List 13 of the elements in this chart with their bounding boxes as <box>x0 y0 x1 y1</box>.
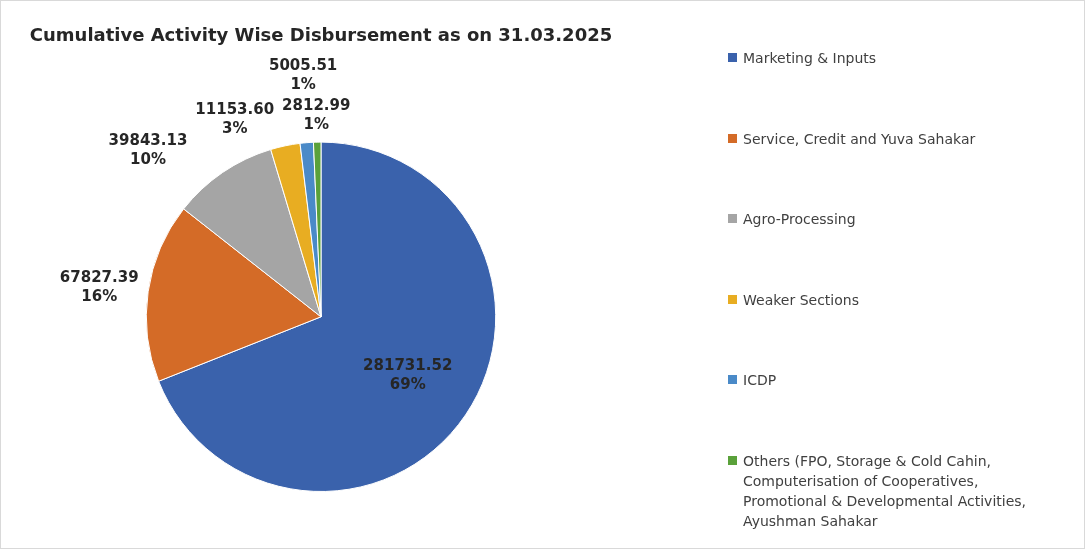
data-label: 5005.51 1% <box>268 55 338 93</box>
legend-label: ICDP <box>743 371 777 390</box>
data-label: 67827.39 16% <box>59 268 139 306</box>
data-label: 2812.99 1% <box>282 95 351 133</box>
legend-label: Agro-Processing <box>743 210 856 229</box>
data-label: 11153.60 3% <box>195 99 275 137</box>
legend-label: Marketing & Inputs <box>743 49 877 68</box>
legend-label: Service, Credit and Yuva Sahakar <box>743 129 976 149</box>
legend-label: Others (FPO, Storage & Cold Cahin, Computerisation of Cooperatives, Promotional & Developmental Activities, Ayushman Sahakar <box>743 451 1027 531</box>
chart-title: Cumulative Activity Wise Disbursement as on 31.03.2025 <box>29 24 613 46</box>
data-label: 39843.13 10% <box>108 130 188 168</box>
data-label: 281731.52 69% <box>363 356 453 394</box>
legend-label: Weaker Sections <box>743 290 859 310</box>
